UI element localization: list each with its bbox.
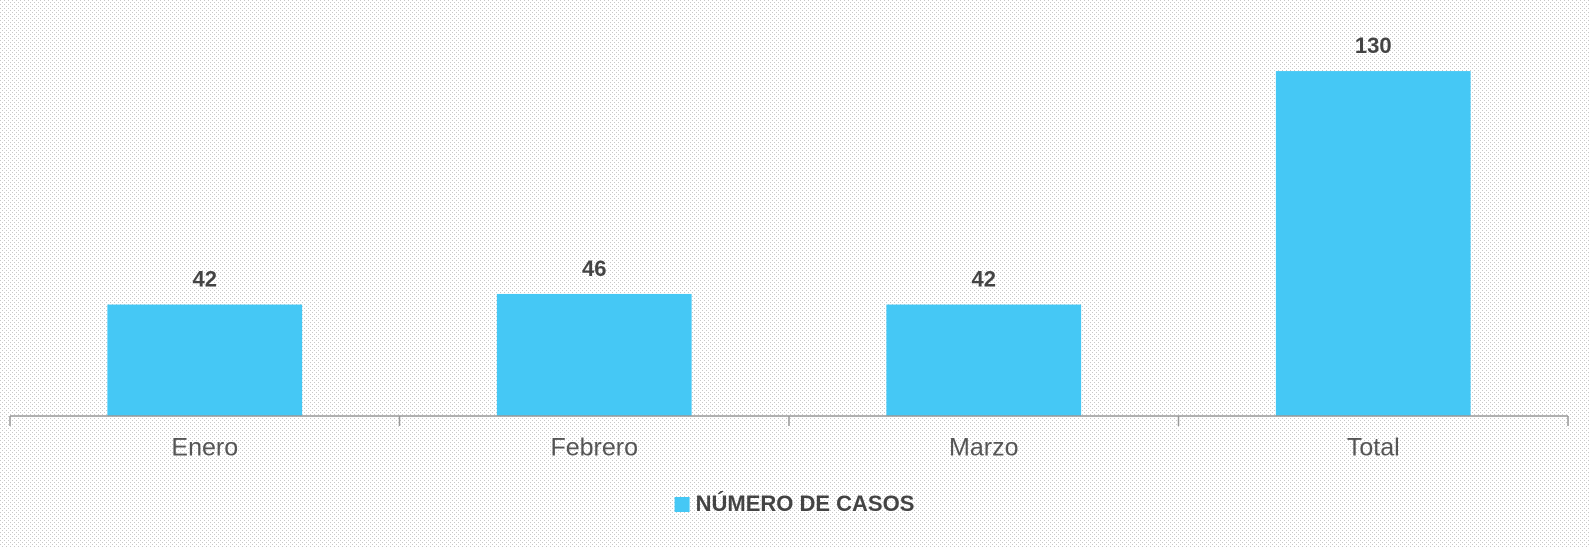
value-label: 130 [1355, 33, 1392, 58]
x-tick-label: Marzo [949, 434, 1018, 462]
value-label: 42 [972, 266, 996, 291]
bar [886, 304, 1082, 416]
legend-swatch [674, 497, 690, 512]
x-tick-label: Febrero [550, 434, 638, 462]
bar [496, 293, 692, 416]
value-label: 46 [582, 256, 606, 281]
bar [107, 304, 303, 416]
legend-label: NÚMERO DE CASOS [696, 491, 915, 516]
bar [1275, 71, 1471, 417]
x-tick-label: Enero [171, 434, 238, 462]
x-tick-label: Total [1347, 434, 1400, 462]
value-label: 42 [193, 266, 217, 291]
